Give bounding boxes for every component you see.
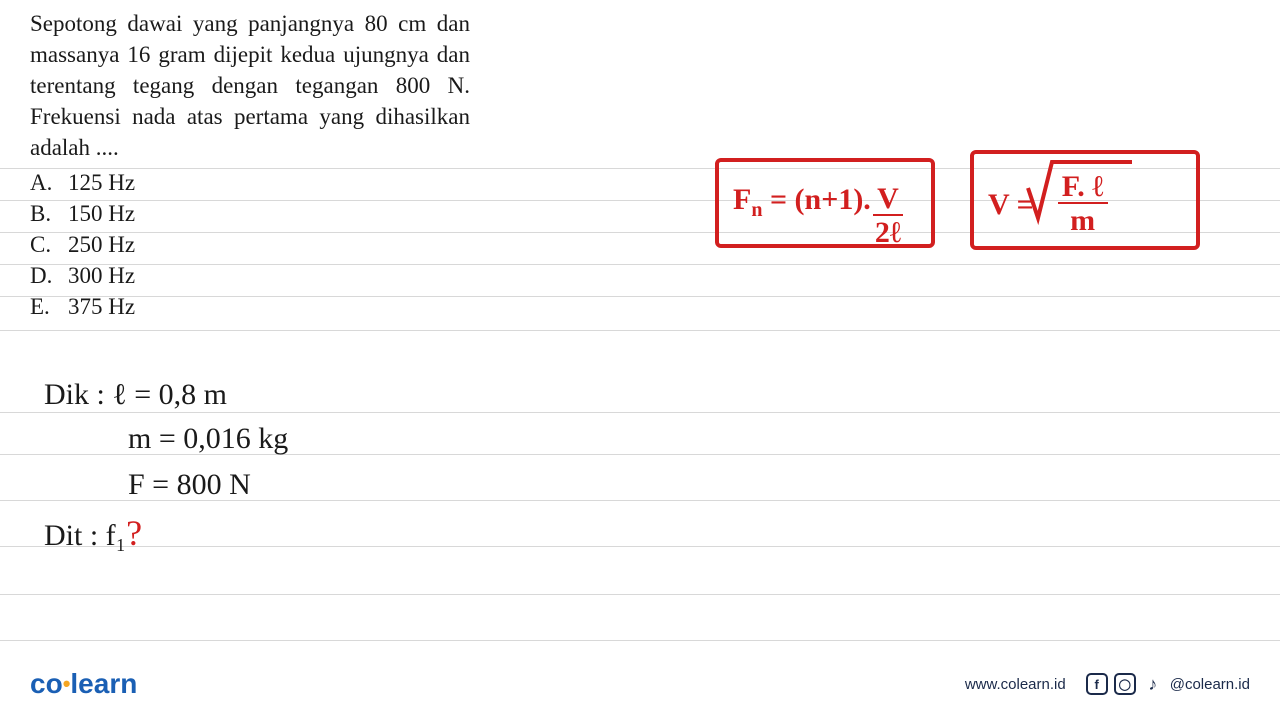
tiktok-icon: ♪ [1142, 673, 1164, 695]
option-letter: D. [30, 260, 68, 291]
fn-denominator: 2ℓ [871, 216, 905, 249]
option-value: 250 Hz [68, 229, 135, 260]
m-line: m = 0,016 kg [128, 422, 288, 456]
logo-dot-icon: • [63, 671, 71, 696]
footer-right: www.colearn.id f ◯ ♪ @colearn.id [965, 673, 1250, 695]
logo: co•learn [30, 668, 137, 700]
formula-box-fn: Fn = (n+1). V 2ℓ [715, 158, 935, 248]
option-row: D.300 Hz [30, 260, 1250, 291]
facebook-icon: f [1086, 673, 1108, 695]
formula-fn: Fn = (n+1). V 2ℓ [733, 170, 905, 235]
question-mark: ? [126, 513, 142, 553]
option-letter: E. [30, 291, 68, 322]
option-letter: C. [30, 229, 68, 260]
f-line: F = 800 N [128, 468, 251, 502]
footer: co•learn www.colearn.id f ◯ ♪ @colearn.i… [30, 668, 1250, 700]
option-letter: B. [30, 198, 68, 229]
formula-box-v: V = F. ℓ m [970, 150, 1200, 250]
option-letter: A. [30, 167, 68, 198]
instagram-icon: ◯ [1114, 673, 1136, 695]
option-value: 150 Hz [68, 198, 135, 229]
logo-learn: learn [70, 668, 137, 699]
footer-handle: @colearn.id [1170, 676, 1250, 693]
option-value: 375 Hz [68, 291, 135, 322]
fn-numerator: V [873, 184, 903, 216]
dik-label: Dik : ℓ = 0,8 m [44, 378, 227, 412]
formula-v: V = F. ℓ m [988, 172, 1108, 237]
footer-url: www.colearn.id [965, 676, 1066, 693]
option-value: 300 Hz [68, 260, 135, 291]
option-row: E.375 Hz [30, 291, 1250, 322]
page: Sepotong dawai yang panjangnya 80 cm dan… [0, 0, 1280, 720]
question-text: Sepotong dawai yang panjangnya 80 cm dan… [30, 8, 470, 163]
logo-co: co [30, 668, 63, 699]
sqrt-icon [1026, 158, 1136, 228]
dit-line: Dit : f₁? [44, 512, 142, 554]
social-icons: f ◯ ♪ @colearn.id [1086, 673, 1250, 695]
fn-lhs: Fn = (n+1). [733, 183, 871, 216]
option-value: 125 Hz [68, 167, 135, 198]
